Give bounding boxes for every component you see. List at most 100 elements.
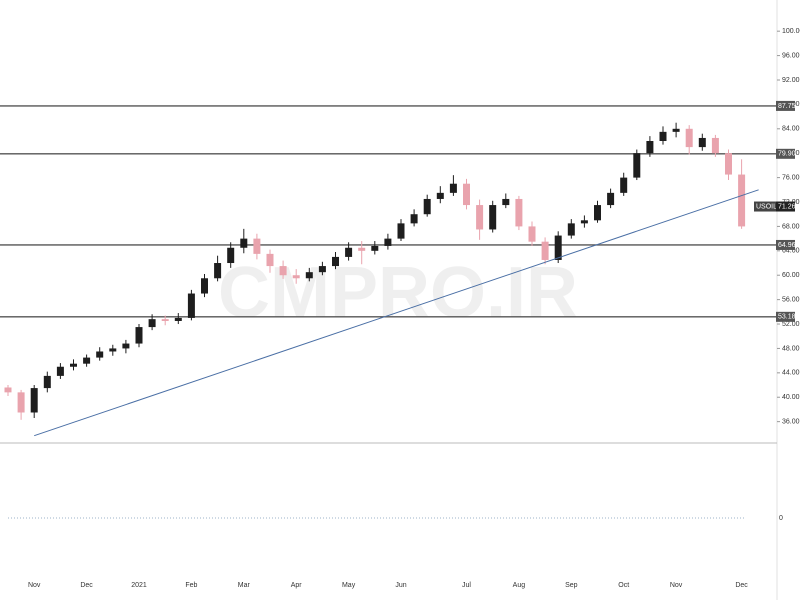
- x-tick-label: Mar: [238, 582, 251, 589]
- candle-body: [240, 238, 248, 248]
- candle-body: [633, 153, 641, 178]
- candle-body: [122, 343, 130, 349]
- y-tick-label: 36.00: [782, 418, 800, 425]
- candle-body: [174, 317, 182, 321]
- y-tick-label: 84.00: [782, 126, 800, 133]
- y-tick-label: 92.00: [782, 77, 800, 84]
- x-tick-label: Dec: [735, 582, 748, 589]
- candle-body: [292, 275, 300, 279]
- candle-body: [502, 198, 510, 206]
- candle-body: [594, 205, 601, 221]
- candle-body: [30, 388, 38, 413]
- level-label-box: [776, 148, 795, 159]
- x-tick-label: Jun: [395, 582, 406, 589]
- y-tick-label: 60.00: [782, 272, 800, 279]
- candle-body: [528, 226, 536, 242]
- candle-body: [266, 253, 274, 267]
- lower-pane-tick: 0: [779, 515, 783, 522]
- y-tick-label: 64.00: [782, 248, 800, 255]
- candle-body: [253, 238, 261, 254]
- y-tick-label: 56.00: [782, 296, 800, 303]
- level-label-box: [776, 311, 795, 322]
- x-tick-label: Feb: [185, 582, 197, 589]
- candle-body: [580, 220, 588, 224]
- level-label: 87.75: [778, 103, 796, 110]
- y-tick-label: 96.00: [782, 52, 800, 59]
- candle-body: [423, 198, 431, 215]
- x-tick-label: Jul: [462, 582, 471, 589]
- candle-body: [436, 192, 444, 199]
- candle-body: [70, 363, 77, 367]
- trendline: [34, 189, 759, 437]
- x-tick-label: Nov: [28, 582, 41, 589]
- candle-body: [554, 235, 562, 260]
- y-tick-label: 76.00: [782, 174, 800, 181]
- candle-body: [384, 238, 392, 246]
- candle-body: [515, 198, 523, 227]
- candle-body: [567, 223, 575, 236]
- x-tick-label: 2021: [131, 582, 147, 589]
- level-label: 64.96: [778, 242, 796, 249]
- candle-body: [725, 153, 732, 175]
- y-tick-label: 100.00: [782, 28, 800, 35]
- candle-body: [4, 387, 12, 393]
- symbol-label: USOIL: [756, 203, 777, 210]
- candle-body: [201, 278, 208, 294]
- y-tick-label: 68.00: [782, 223, 800, 230]
- candle-body: [187, 293, 195, 318]
- level-label: 53.18: [778, 314, 796, 321]
- x-tick-label: Dec: [80, 582, 93, 589]
- candle-body: [332, 256, 339, 267]
- level-label-box: [776, 100, 795, 111]
- x-tick-label: Aug: [513, 582, 526, 589]
- candle-body: [161, 319, 169, 321]
- candle-body: [711, 137, 719, 154]
- x-tick-label: Nov: [670, 582, 683, 589]
- candle-body: [397, 223, 405, 239]
- candle-body: [646, 141, 654, 154]
- candle-body: [345, 247, 353, 257]
- y-tick-label: 40.00: [782, 394, 800, 401]
- candle-body: [489, 205, 497, 230]
- candle-body: [463, 183, 470, 206]
- candle-body: [698, 137, 706, 148]
- candle-body: [358, 247, 366, 251]
- candle-body: [410, 214, 418, 224]
- candle-body: [56, 366, 64, 376]
- candle-body: [43, 375, 51, 389]
- candle-body: [659, 131, 667, 142]
- level-label-box: [776, 239, 795, 250]
- x-tick-label: Sep: [565, 582, 578, 589]
- candle-body: [96, 351, 104, 358]
- x-tick-label: May: [342, 582, 356, 589]
- y-tick-label: 44.00: [782, 370, 800, 377]
- candle-body: [371, 245, 379, 251]
- candle-body: [214, 263, 222, 279]
- candle-body: [279, 266, 287, 276]
- candle-body: [541, 241, 549, 260]
- candle-body: [148, 319, 156, 328]
- last-price-box: [776, 201, 795, 212]
- candle-body: [318, 266, 326, 273]
- candle-body: [135, 327, 143, 344]
- symbol-box: [754, 201, 776, 212]
- candle-body: [109, 348, 117, 352]
- y-tick-label: 52.00: [782, 321, 800, 328]
- last-price-label: 71.26: [778, 203, 796, 210]
- candle-body: [476, 205, 484, 230]
- candle-body: [305, 272, 313, 279]
- candle-body: [738, 174, 746, 227]
- watermark: CMPRO.IR: [218, 253, 578, 333]
- x-tick-label: Oct: [618, 582, 629, 589]
- candle-body: [83, 357, 91, 364]
- y-tick-label: 48.00: [782, 345, 800, 352]
- candle-body: [449, 183, 457, 193]
- candle-body: [685, 128, 693, 148]
- candle-body: [607, 192, 615, 206]
- x-tick-label: Apr: [291, 582, 303, 589]
- candle-body: [672, 128, 680, 132]
- candle-body: [227, 247, 235, 264]
- level-label: 79.90: [778, 151, 796, 158]
